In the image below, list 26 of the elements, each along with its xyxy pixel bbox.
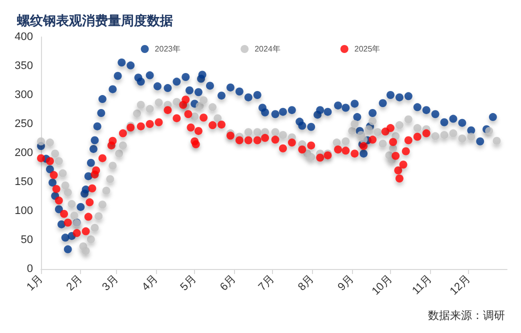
x-tick-label: 7月 [256, 272, 277, 294]
y-tick-label: 200 [14, 147, 33, 159]
x-tick-label: 4月 [140, 272, 160, 294]
x-tick-label: 5月 [178, 272, 199, 294]
legend-label: 2023年 [154, 44, 181, 54]
y-tick-label: 400 [14, 31, 33, 43]
y-tick-label: 250 [14, 118, 33, 130]
x-tick-label: 3月 [100, 272, 121, 294]
x-tick-label: 1月 [24, 272, 46, 294]
x-tick-label: 12月 [448, 272, 473, 298]
x-tick-label: 10月 [370, 272, 395, 298]
legend-label: 2024年 [254, 44, 280, 54]
source-note: 数据来源：调研 [428, 309, 505, 322]
y-tick-label: 300 [14, 89, 33, 101]
x-tick-label: 2月 [64, 272, 85, 294]
x-tick-label: 11月 [410, 272, 434, 298]
y-tick-label: 100 [14, 205, 33, 217]
chart-title: 螺纹钢表观消费量周度数据 [16, 13, 173, 29]
y-tick-label: 50 [20, 234, 33, 246]
x-tick-label: 6月 [218, 272, 239, 294]
y-tick-label: 150 [14, 176, 33, 188]
legend-label: 2025年 [354, 44, 380, 54]
y-tick-label: 350 [14, 60, 33, 72]
x-tick-label: 8月 [296, 272, 317, 294]
y-tick-label: 0 [26, 263, 33, 275]
x-tick-label: 9月 [336, 272, 356, 294]
